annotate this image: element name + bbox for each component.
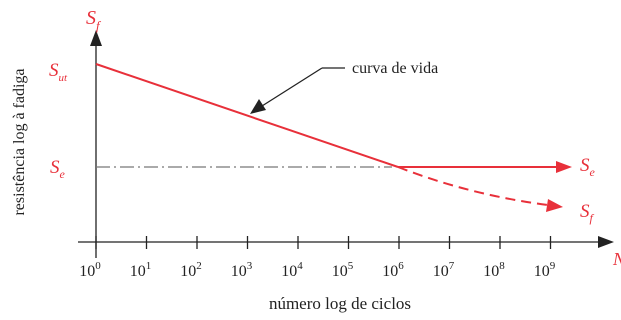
x-tick-label: 104 xyxy=(281,260,303,280)
x-axis-arrow xyxy=(598,236,614,248)
x-axis-title: número log de ciclos xyxy=(269,294,411,313)
y-level-label-sut: Sut xyxy=(49,60,68,84)
fatigue-strength-dashed-curve xyxy=(397,166,549,206)
fatigue-strength-arrow xyxy=(546,199,563,212)
sloped-life-curve xyxy=(95,63,399,168)
x-tick-label: 101 xyxy=(130,260,152,280)
x-tick-label: 100 xyxy=(79,260,101,280)
annotation-arrow xyxy=(250,99,266,114)
x-tick-label: 105 xyxy=(332,260,354,280)
x-tick-label: 107 xyxy=(433,260,455,280)
series-label-sf: Sf xyxy=(580,201,595,225)
x-tick-label: 103 xyxy=(231,260,253,280)
x-tick-label: 106 xyxy=(382,260,404,280)
x-tick-label: 109 xyxy=(534,260,556,280)
series-label-se: Se xyxy=(580,155,596,179)
y-axis-arrow xyxy=(90,30,102,46)
annotation-leader xyxy=(261,67,323,107)
annotation-text: curva de vida xyxy=(352,60,438,77)
y-level-label-se: Se xyxy=(50,157,66,181)
x-tick-label: 108 xyxy=(483,260,505,280)
endurance-limit-arrow xyxy=(556,161,572,173)
x-axis-end-label: N xyxy=(612,249,621,269)
y-axis-title: resistência log à fadiga xyxy=(11,68,28,215)
x-tick-label: 102 xyxy=(180,260,202,280)
y-axis-end-label: Sf xyxy=(86,7,102,33)
x-ticks: 100 101 102 103 104 105 106 107 108 109 xyxy=(79,236,556,280)
